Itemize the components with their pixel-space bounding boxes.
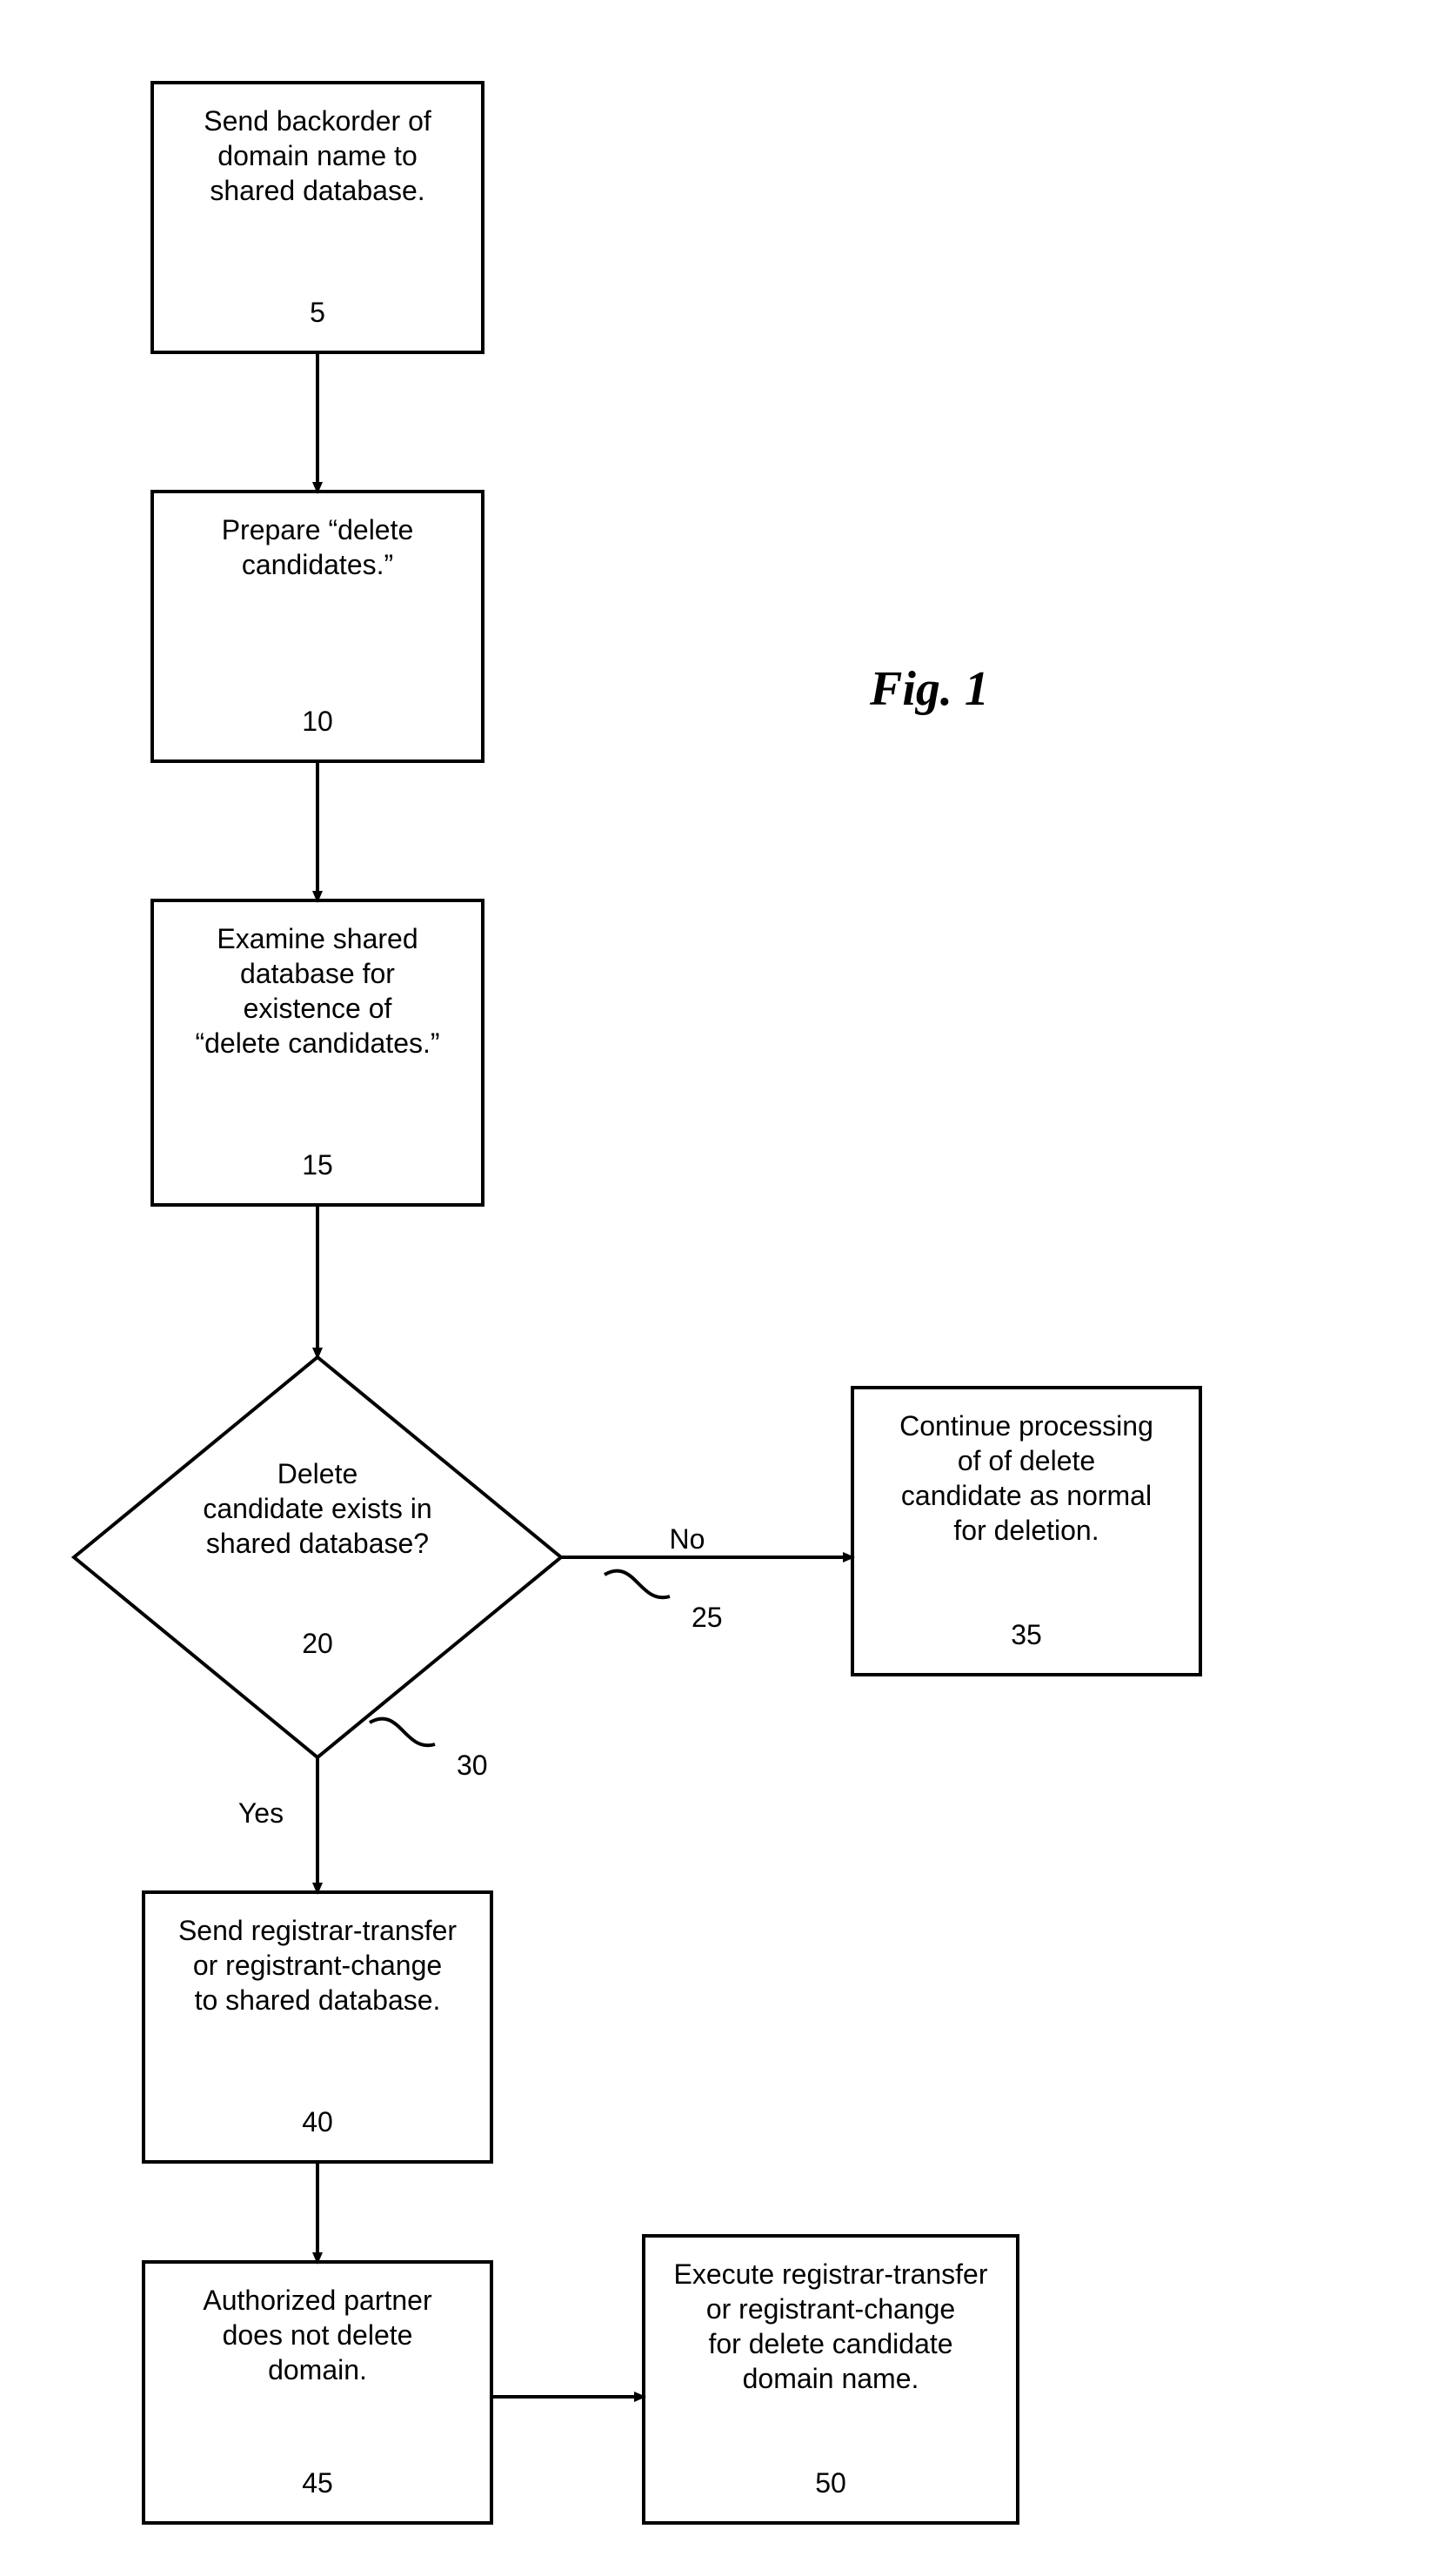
svg-text:Prepare “deletecandidates.”: Prepare “deletecandidates.” bbox=[222, 514, 414, 580]
svg-text:45: 45 bbox=[302, 2467, 333, 2499]
flowchart-node-45: Authorized partnerdoes not deletedomain.… bbox=[144, 2262, 491, 2523]
figure-label: Fig. 1 bbox=[869, 662, 989, 716]
svg-text:25: 25 bbox=[692, 1602, 723, 1633]
flowchart-edge: Yes 30 bbox=[238, 1719, 488, 1892]
svg-text:15: 15 bbox=[302, 1149, 333, 1181]
flowchart-node-40: Send registrar-transferor registrant-cha… bbox=[144, 1892, 491, 2162]
flowchart-node-35: Continue processingof of deletecandidate… bbox=[852, 1388, 1200, 1675]
svg-text:10: 10 bbox=[302, 706, 333, 737]
svg-text:Continue processingof of delet: Continue processingof of deletecandidate… bbox=[899, 1410, 1153, 1546]
svg-text:35: 35 bbox=[1011, 1619, 1042, 1650]
svg-text:Authorized partnerdoes not del: Authorized partnerdoes not deletedomain. bbox=[203, 2285, 432, 2385]
flowchart-edge: No 25 bbox=[561, 1523, 852, 1633]
svg-text:Yes: Yes bbox=[238, 1797, 284, 1829]
flowchart-node-50: Execute registrar-transferor registrant-… bbox=[644, 2236, 1018, 2523]
flowchart-node-5: Send backorder ofdomain name toshared da… bbox=[152, 83, 483, 352]
flowchart-node-20: Deletecandidate exists inshared database… bbox=[74, 1357, 561, 1757]
svg-text:Send backorder ofdomain name t: Send backorder ofdomain name toshared da… bbox=[204, 105, 431, 206]
svg-text:Execute registrar-transferor r: Execute registrar-transferor registrant-… bbox=[673, 2258, 987, 2394]
svg-text:20: 20 bbox=[302, 1628, 333, 1659]
svg-text:Examine shareddatabase forexis: Examine shareddatabase forexistence of“d… bbox=[195, 923, 439, 1059]
svg-text:Send registrar-transferor regi: Send registrar-transferor registrant-cha… bbox=[178, 1915, 457, 2016]
svg-text:30: 30 bbox=[457, 1750, 488, 1781]
svg-text:Deletecandidate exists inshare: Deletecandidate exists inshared database… bbox=[203, 1458, 431, 1559]
svg-text:40: 40 bbox=[302, 2106, 333, 2138]
svg-text:5: 5 bbox=[310, 297, 325, 328]
flowchart-canvas: Send backorder ofdomain name toshared da… bbox=[0, 0, 1430, 2576]
svg-text:No: No bbox=[670, 1523, 705, 1555]
flowchart-node-15: Examine shareddatabase forexistence of“d… bbox=[152, 900, 483, 1205]
flowchart-node-10: Prepare “deletecandidates.” 10 bbox=[152, 492, 483, 761]
svg-text:50: 50 bbox=[815, 2467, 846, 2499]
